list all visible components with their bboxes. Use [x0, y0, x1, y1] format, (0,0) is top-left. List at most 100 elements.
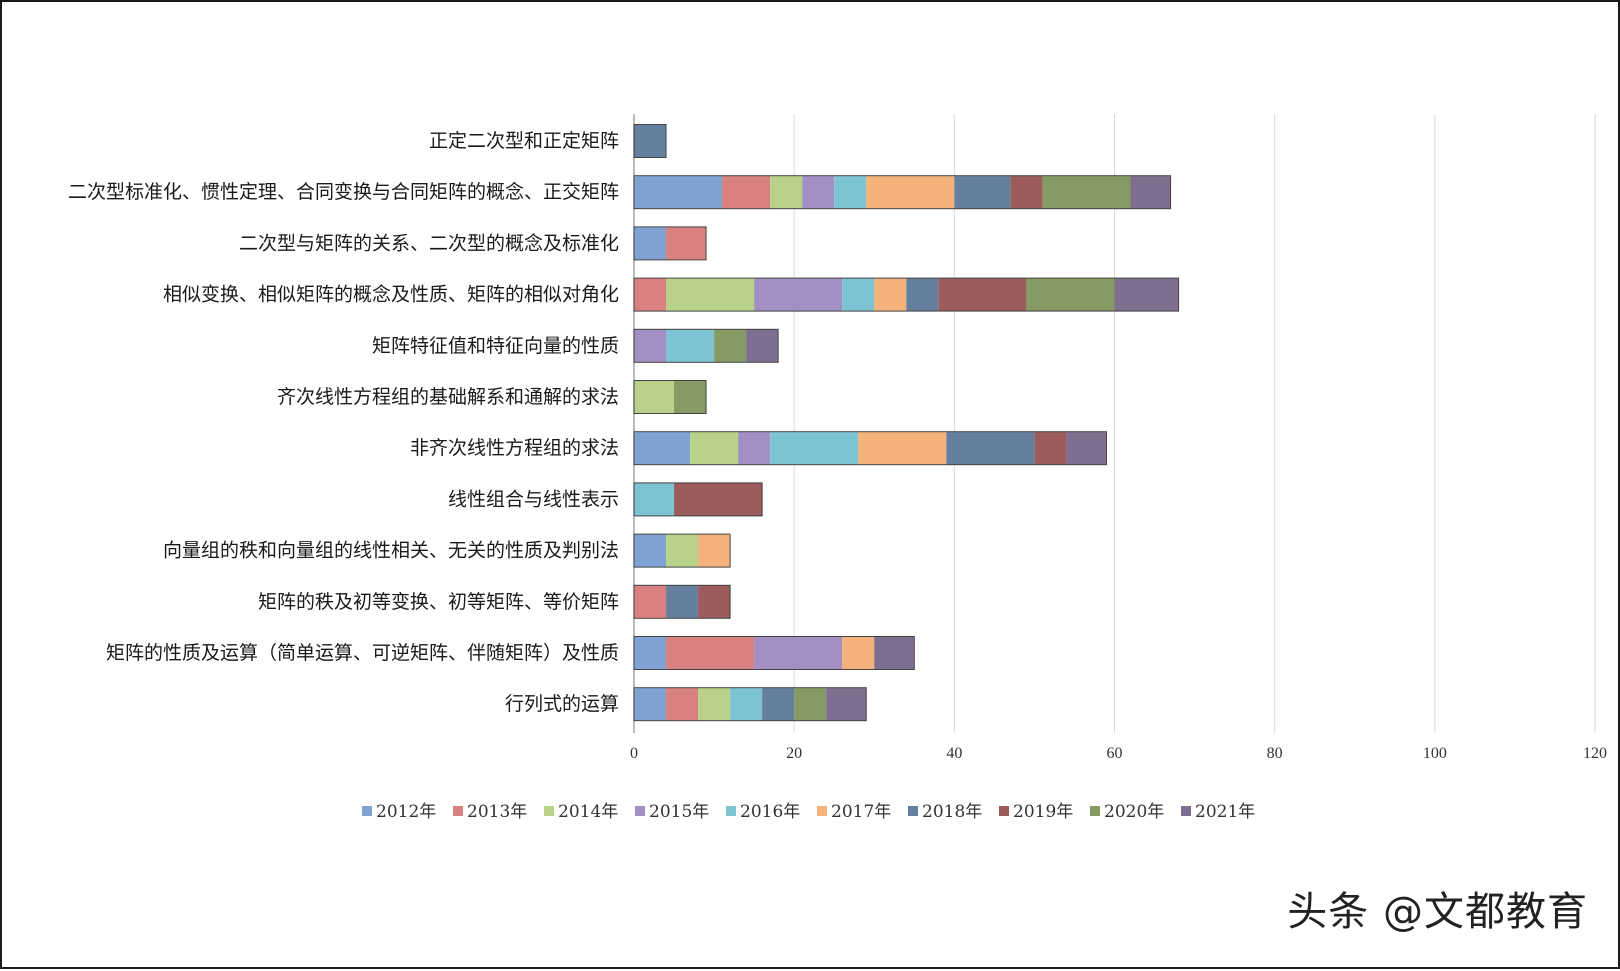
x-tick-label: 80 [1267, 745, 1283, 762]
legend-swatch [1181, 806, 1191, 816]
bar-segment [770, 175, 803, 209]
bar-segment [1130, 175, 1171, 209]
x-tick-label: 60 [1107, 745, 1123, 762]
bar-segment [802, 175, 835, 209]
bar-outline [633, 175, 1172, 210]
x-tick-label: 120 [1583, 745, 1607, 762]
bar-outline [633, 380, 707, 414]
category-label: 二次型标准化、惯性定理、合同变换与合同矩阵的概念、正交矩阵 [68, 180, 619, 203]
bar-segment [874, 278, 907, 312]
bar-segment [634, 278, 667, 312]
bar-segment [842, 278, 875, 312]
bar-segment [1114, 278, 1179, 312]
bar-segment [634, 380, 675, 414]
bar-segment [698, 534, 731, 568]
bar-segment [1066, 431, 1107, 465]
bar-segment [634, 226, 667, 260]
bar-outline [633, 226, 707, 261]
category-label: 正定二次型和正定矩阵 [429, 130, 619, 152]
watermark: 头条 @文都教育 [1287, 889, 1588, 935]
bar-segment [666, 329, 715, 363]
x-tick-label: 40 [946, 745, 962, 762]
bar-segment [866, 175, 955, 209]
category-label: 二次型与矩阵的关系、二次型的概念及标准化 [239, 231, 619, 254]
x-tick-label: 100 [1423, 745, 1447, 762]
bar-segment [906, 278, 939, 312]
bar-segment [858, 431, 947, 465]
legend-label: 2021年 [1195, 802, 1255, 822]
bar-segment [634, 534, 667, 568]
legend-swatch [999, 806, 1009, 816]
bar-outline [633, 124, 667, 158]
bar-segment [1026, 278, 1115, 312]
bar-segment [938, 278, 1027, 312]
bar-segment [746, 329, 779, 363]
bar-segment [946, 431, 1035, 465]
bar-segment [1042, 175, 1131, 209]
legend-swatch [544, 806, 554, 816]
bar-segment [666, 278, 755, 312]
legend-swatch [726, 806, 736, 816]
bar-segment [634, 329, 667, 363]
bar-segment [634, 124, 667, 158]
bar-segment [842, 636, 875, 670]
category-label: 齐次线性方程组的基础解系和通解的求法 [277, 386, 619, 408]
bar-segment [634, 175, 723, 209]
bar-outline [633, 277, 1180, 312]
bar-segment [762, 687, 795, 721]
bar-segment [698, 585, 731, 619]
legend-swatch [635, 806, 645, 816]
category-label: 相似变换、相似矩阵的概念及性质、矩阵的相似对角化 [163, 283, 619, 306]
bar-outline [633, 584, 731, 619]
legend-swatch [1090, 806, 1100, 816]
bar-segment [730, 687, 763, 721]
legend-swatch [908, 806, 918, 816]
bar-segment [770, 431, 859, 465]
bar-segment [754, 636, 843, 670]
legend-swatch [453, 806, 463, 816]
legend-label: 2016年 [740, 802, 800, 822]
legend-label: 2015年 [649, 802, 709, 822]
category-label: 非齐次线性方程组的求法 [410, 437, 619, 459]
x-tick-label: 20 [786, 745, 802, 762]
bar-segment [826, 687, 867, 721]
bar-segment [754, 278, 843, 312]
bar-segment [674, 482, 763, 516]
legend-label: 2012年 [376, 802, 436, 822]
bar-segment [666, 585, 699, 619]
bar-segment [690, 431, 739, 465]
legend-label: 2014年 [558, 802, 618, 822]
bar-segment [634, 482, 675, 516]
category-label: 向量组的秩和向量组的线性相关、无关的性质及判别法 [163, 540, 619, 562]
bar-segment [634, 636, 667, 670]
bar-segment [714, 329, 747, 363]
bar-outline [633, 328, 779, 363]
bar-segment [634, 431, 691, 465]
bar-segment [674, 380, 707, 414]
legend-swatch [817, 806, 827, 816]
legend-label: 2019年 [1013, 802, 1073, 822]
bar-segment [834, 175, 867, 209]
bar-segment [666, 226, 707, 260]
bar-outline [633, 431, 1107, 466]
bar-outline [633, 482, 763, 517]
bar-segment [666, 636, 755, 670]
legend-label: 2020年 [1104, 802, 1164, 822]
bar-segment [738, 431, 771, 465]
bar-segment [722, 175, 771, 209]
bar-segment [954, 175, 1011, 209]
category-label: 矩阵的性质及运算（简单运算、可逆矩阵、伴随矩阵）及性质 [106, 642, 619, 664]
category-label: 矩阵特征值和特征向量的性质 [372, 335, 619, 357]
bar-outline [633, 636, 915, 670]
bar-segment [634, 687, 667, 721]
bar-segment [698, 687, 731, 721]
bar-segment [794, 687, 827, 721]
legend-label: 2017年 [831, 802, 891, 822]
category-label: 矩阵的秩及初等变换、初等矩阵、等价矩阵 [258, 591, 619, 613]
bar-segment [874, 636, 915, 670]
category-label: 线性组合与线性表示 [448, 488, 619, 510]
x-tick-label: 0 [630, 745, 638, 762]
bar-segment [1034, 431, 1067, 465]
